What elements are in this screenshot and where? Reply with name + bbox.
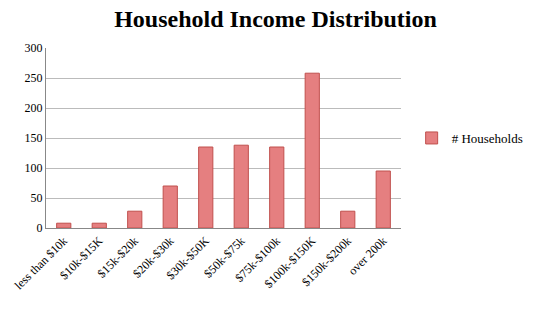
svg-text:$20k-$30k: $20k-$30k — [130, 234, 177, 281]
svg-text:100: 100 — [25, 161, 43, 175]
svg-text:Household Income Distribution: Household Income Distribution — [114, 6, 437, 32]
svg-text:# Households: # Households — [452, 131, 523, 146]
svg-text:250: 250 — [25, 71, 43, 85]
svg-text:$10k-$15K: $10k-$15K — [57, 234, 106, 283]
svg-text:$100k-$150K: $100k-$150K — [262, 234, 319, 291]
svg-text:over 200k: over 200k — [346, 234, 390, 278]
svg-text:0: 0 — [37, 221, 43, 235]
svg-text:$150k-$200k: $150k-$200k — [299, 234, 354, 289]
svg-text:$30k-$50K: $30k-$50K — [164, 234, 213, 283]
svg-text:$75k-$100k: $75k-$100k — [232, 234, 283, 285]
svg-text:200: 200 — [25, 101, 43, 115]
svg-text:300: 300 — [25, 41, 43, 55]
svg-text:$15k-$20k: $15k-$20k — [94, 234, 141, 281]
svg-text:less than $10k: less than $10k — [12, 234, 70, 292]
svg-text:50: 50 — [31, 191, 43, 205]
svg-text:150: 150 — [25, 131, 43, 145]
svg-text:$50k-$75k: $50k-$75k — [201, 234, 248, 281]
